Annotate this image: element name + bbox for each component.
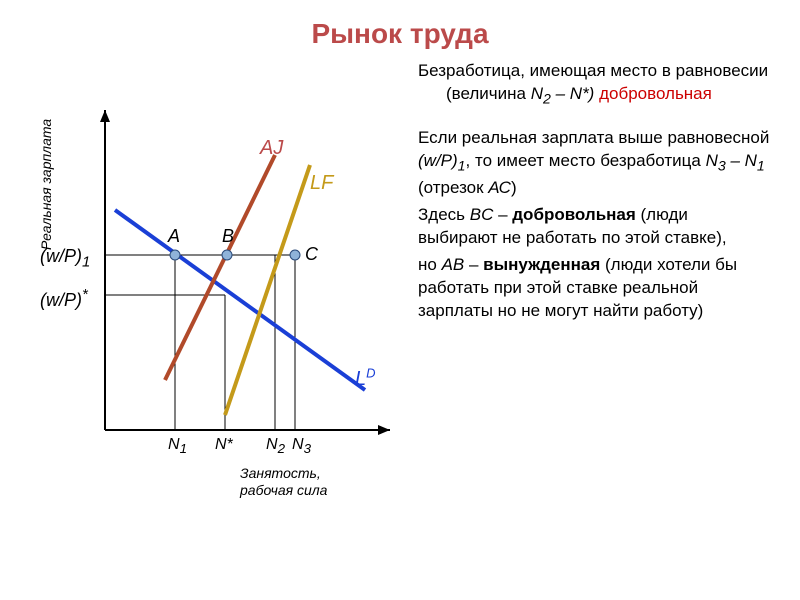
paragraph-1: Безработица, имеющая место в равновесии …: [418, 60, 770, 109]
x-tick-label: N*: [215, 436, 233, 454]
p2-wp: (w/P): [418, 151, 458, 170]
x-tick-label: N1: [168, 436, 187, 456]
p3-a: Здесь: [418, 205, 470, 224]
p4-a: но: [418, 255, 442, 274]
p1-voluntary: добровольная: [599, 84, 712, 103]
p2-d: , то имеет место безработица: [466, 151, 706, 170]
x-tick-label: N3: [292, 436, 311, 456]
p4-AB: AB: [442, 255, 465, 274]
p2-3: 3: [718, 159, 726, 175]
p2-i: (отрезок: [418, 178, 488, 197]
chart-container: Реальная зарплата Занятость,рабочая сила (…: [10, 60, 410, 540]
y-tick-label: (w/P)1: [40, 246, 90, 271]
p1-nstar: – N*): [551, 84, 599, 103]
main-layout: Реальная зарплата Занятость,рабочая сила (…: [0, 50, 800, 540]
p2-g: – N: [726, 151, 757, 170]
p3-c: –: [493, 205, 512, 224]
x-tick-label: N2: [266, 436, 285, 456]
paragraph-2: Если реальная зарплата выше равновесной …: [418, 127, 770, 199]
x-axis-label: Занятость,рабочая сила: [240, 465, 327, 499]
page-title: Рынок труда: [0, 0, 800, 50]
paragraph-3: Здесь BC – добровольная (люди выбирают н…: [418, 204, 770, 250]
p2-N: N: [706, 151, 718, 170]
paragraph-4: но AB – вынужденная (люди хотели бы рабо…: [418, 254, 770, 323]
line-label-AJ: AJ: [260, 137, 283, 160]
point-label-A: A: [168, 226, 180, 247]
p2-1: 1: [757, 159, 765, 175]
text-container: Безработица, имеющая место в равновесии …: [410, 60, 770, 540]
line-label-LF: LF: [310, 172, 333, 195]
p1-N: N: [531, 84, 543, 103]
p4-c: –: [464, 255, 483, 274]
p3-voluntary: добровольная: [512, 205, 636, 224]
point-label-B: B: [222, 226, 234, 247]
y-axis-label: Реальная зарплата: [38, 119, 54, 250]
y-tick-label: (w/P)*: [40, 286, 88, 311]
p4-forced: вынужденная: [483, 255, 600, 274]
p1-sub2: 2: [543, 91, 551, 107]
p2-k: ): [511, 178, 517, 197]
point-label-C: C: [305, 244, 318, 265]
p2-wp1: 1: [458, 159, 466, 175]
line-label-LD: LD: [355, 365, 376, 391]
p2-a: Если реальная зарплата выше равновесной: [418, 128, 769, 147]
p3-BC: BC: [470, 205, 494, 224]
p2-AC: АС: [488, 178, 511, 197]
